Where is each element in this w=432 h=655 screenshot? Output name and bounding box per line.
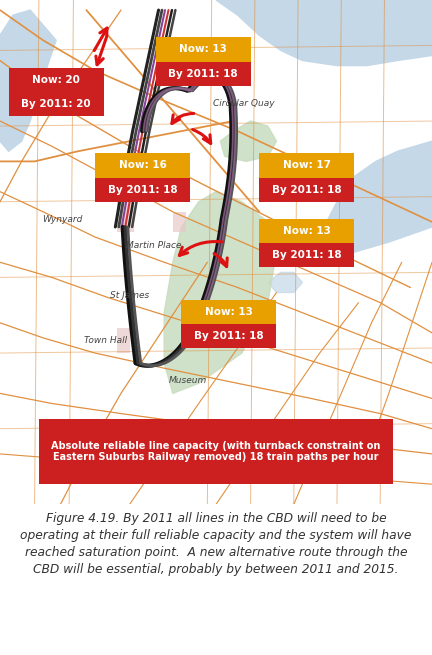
Text: By 2011: 18: By 2011: 18: [272, 250, 342, 260]
Text: By 2011: 18: By 2011: 18: [168, 69, 238, 79]
Text: St James: St James: [110, 291, 149, 299]
Text: Now: 17: Now: 17: [283, 160, 331, 170]
FancyBboxPatch shape: [173, 212, 186, 232]
Text: Now: 20: Now: 20: [32, 75, 80, 84]
FancyBboxPatch shape: [117, 196, 134, 232]
FancyBboxPatch shape: [9, 92, 104, 116]
Text: By 2011: 18: By 2011: 18: [108, 185, 178, 195]
FancyBboxPatch shape: [156, 37, 251, 62]
FancyBboxPatch shape: [117, 328, 130, 353]
FancyBboxPatch shape: [259, 243, 354, 267]
Text: Museum: Museum: [169, 376, 207, 385]
Text: Town Hall: Town Hall: [84, 336, 127, 345]
FancyBboxPatch shape: [259, 153, 354, 178]
FancyBboxPatch shape: [9, 67, 104, 92]
Text: Now: 13: Now: 13: [179, 45, 227, 54]
FancyBboxPatch shape: [181, 299, 276, 324]
FancyBboxPatch shape: [39, 419, 393, 484]
Polygon shape: [268, 272, 302, 293]
Polygon shape: [216, 0, 432, 66]
Text: Absolute reliable line capacity (with turnback constraint on
Eastern Suburbs Rai: Absolute reliable line capacity (with tu…: [51, 441, 381, 462]
Polygon shape: [190, 50, 233, 81]
Polygon shape: [164, 192, 276, 394]
Polygon shape: [220, 121, 276, 161]
Text: Now: 13: Now: 13: [283, 226, 330, 236]
Text: By 2011: 18: By 2011: 18: [272, 185, 342, 195]
Text: Circular Quay: Circular Quay: [213, 99, 275, 108]
Polygon shape: [324, 141, 432, 252]
FancyBboxPatch shape: [259, 178, 354, 202]
FancyBboxPatch shape: [156, 62, 251, 86]
FancyBboxPatch shape: [95, 178, 190, 202]
Text: Figure 4.19. By 2011 all lines in the CBD will need to be
operating at their ful: Figure 4.19. By 2011 all lines in the CB…: [20, 512, 412, 576]
FancyBboxPatch shape: [259, 219, 354, 243]
FancyBboxPatch shape: [181, 324, 276, 348]
Polygon shape: [0, 10, 56, 151]
Text: Now: 13: Now: 13: [205, 307, 253, 316]
Text: Wynyard: Wynyard: [42, 215, 83, 224]
Text: By 2011: 20: By 2011: 20: [21, 99, 91, 109]
Text: Martin Place: Martin Place: [126, 241, 181, 250]
Text: Now: 16: Now: 16: [119, 160, 166, 170]
FancyBboxPatch shape: [95, 153, 190, 178]
Text: By 2011: 18: By 2011: 18: [194, 331, 264, 341]
